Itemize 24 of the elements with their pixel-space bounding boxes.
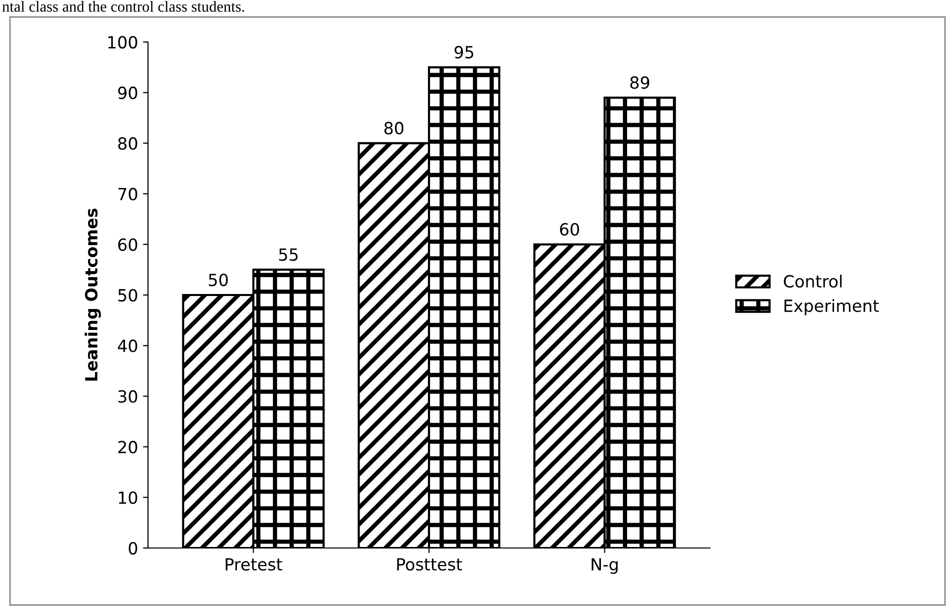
y-tick-label: 30 [118, 390, 138, 403]
y-tick-label: 80 [118, 137, 138, 150]
data-label: 55 [279, 248, 298, 261]
data-label: 60 [560, 223, 579, 236]
y-tick-label: 20 [118, 440, 138, 454]
x-tick-label: N-g [592, 558, 618, 574]
legend-label: Control [784, 274, 842, 288]
y-axis-title: Leaning Outcomes [84, 208, 101, 381]
data-label: 80 [384, 122, 404, 134]
data-label: 89 [630, 76, 650, 89]
text: ntal class and the control class students. [2, 1, 244, 12]
x-tick-label: Posttest [397, 558, 462, 571]
y-tick-label: 10 [118, 491, 138, 504]
y-tick-label: 100 [108, 36, 138, 49]
y-tick-label: 90 [118, 86, 138, 100]
legend-label: Experiment [784, 299, 879, 316]
y-tick-label: 50 [118, 288, 138, 302]
x-tick-label: Pretest [226, 558, 282, 571]
y-tick-label: 70 [118, 188, 138, 200]
data-label: 50 [208, 274, 228, 286]
y-tick-label: 60 [118, 238, 138, 251]
data-label: 95 [454, 46, 474, 59]
y-tick-label: 0 [128, 542, 138, 555]
y-tick-label: 40 [118, 340, 138, 352]
